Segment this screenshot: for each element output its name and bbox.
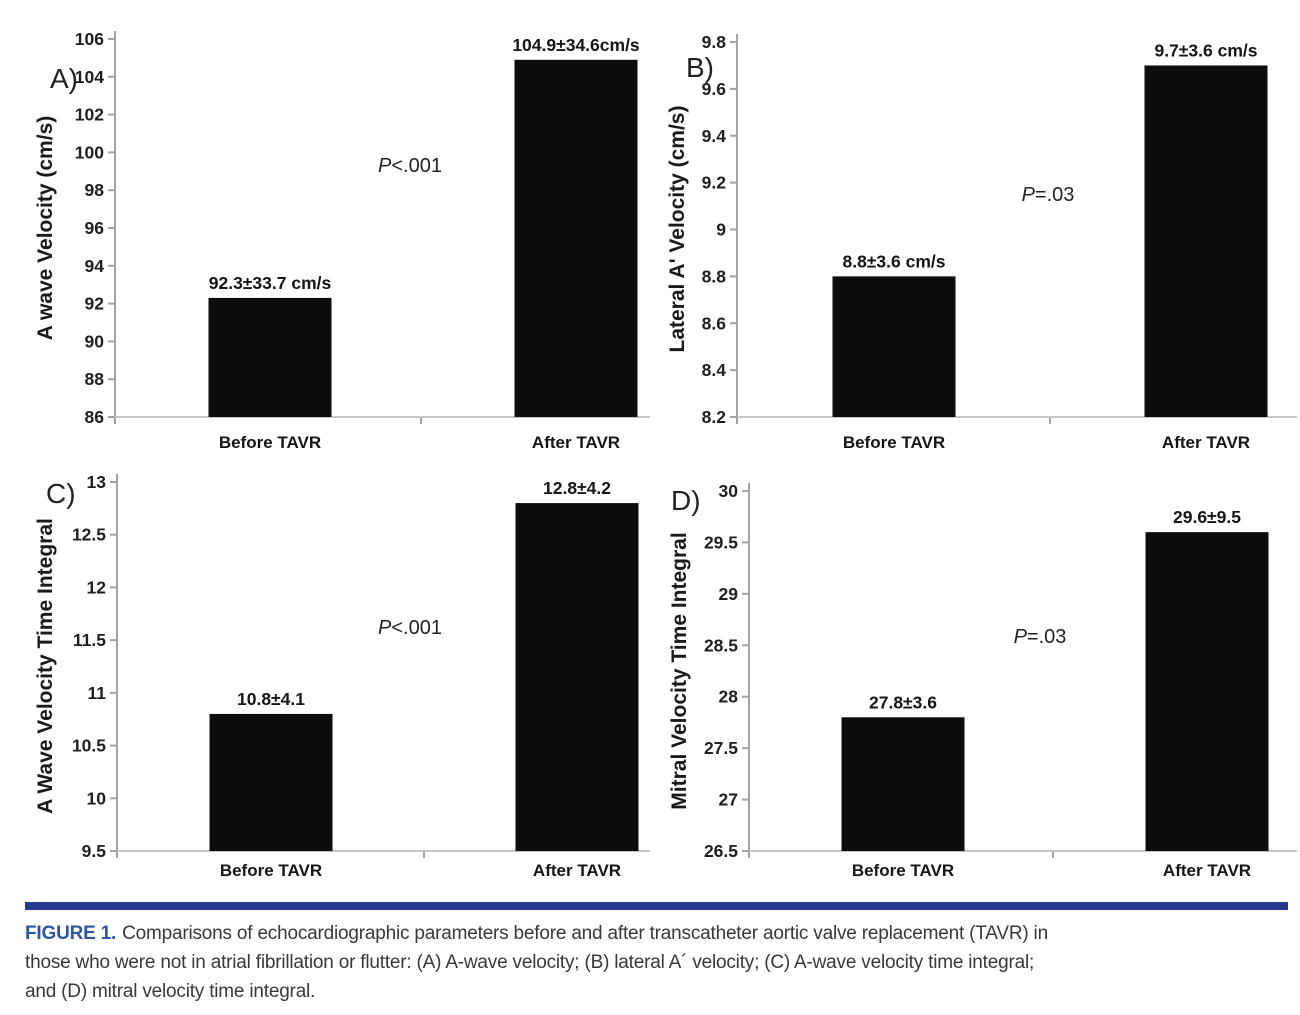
chart-panel-D: 26.5 27 27.5 28 28.5 29 29.5 30 27.8±3.6 Before T… [668,481,1297,880]
bar-before-tavr [841,717,965,851]
x-category-label: After TAVR [1162,433,1250,452]
y-tick-label: 90 [85,331,105,351]
y-tick-label: 106 [75,29,104,49]
p-value-label: P<.001 [378,617,442,639]
y-tick-label: 8.2 [702,407,727,427]
x-category-label: After TAVR [1163,861,1251,880]
bar-value-label: 9.7±3.6 cm/s [1154,40,1257,60]
figure-caption-line-1: Comparisons of echocardiographic paramet… [122,923,1048,944]
y-tick-label: 11.5 [73,630,106,650]
bar-after-tavr [1145,532,1269,851]
panel-letter: D) [671,485,701,516]
figure-charts-svg: 86 88 90 92 94 96 98 100 102 104 106 92.3±33.7 cm/s… [34,29,1297,880]
p-value-label: P<.001 [378,155,442,177]
y-tick-label: 88 [85,369,105,389]
figure-caption-label: FIGURE 1. [25,923,117,944]
y-tick-label: 8.4 [702,360,727,380]
y-tick-label: 9.6 [702,79,727,99]
y-tick-label: 27.5 [704,738,738,758]
figure-caption-line-2: those who were not in atrial fibrillatio… [25,952,1035,973]
y-tick-label: 8.6 [702,313,727,333]
y-axis-title: A Wave Velocity Time Integral [34,518,57,814]
y-tick-label: 100 [75,142,104,162]
y-axis-title: Mitral Velocity Time Integral [668,532,691,809]
bar-before-tavr [208,297,332,417]
y-tick-label: 98 [85,180,105,200]
x-category-label: After TAVR [532,433,620,452]
y-tick-label: 9.4 [702,126,727,146]
chart-panel-B: 8.2 8.4 8.6 8.8 9 9.2 9.4 9.6 9.8 8.8±3.6 cm/s Bef… [666,32,1297,452]
x-category-label: Before TAVR [219,433,321,452]
y-tick-label: 86 [85,407,105,427]
y-tick-label: 10 [87,788,107,808]
y-tick-label: 96 [85,218,105,238]
x-category-label: Before TAVR [220,861,322,880]
y-tick-label: 29 [719,584,739,604]
bar-value-label: 10.8±4.1 [237,689,305,709]
bar-value-label: 8.8±3.6 cm/s [842,251,945,271]
bar-value-label: 104.9±34.6cm/s [512,35,640,55]
bar-before-tavr [832,276,956,417]
y-tick-label: 102 [75,105,104,125]
bar-value-label: 92.3±33.7 cm/s [209,273,332,293]
x-category-label: Before TAVR [843,433,945,452]
y-tick-label: 9.2 [702,173,727,193]
y-tick-label: 9 [716,220,726,240]
y-tick-label: 30 [719,481,739,501]
y-tick-label: 12.5 [72,525,106,545]
y-tick-label: 10.5 [72,736,106,756]
bar-after-tavr [515,503,639,851]
y-tick-label: 104 [75,67,104,87]
y-tick-label: 9.8 [702,32,727,52]
figure-caption: FIGURE 1. Comparisons of echocardiographi… [25,919,1295,1006]
y-axis-title: Lateral A' Velocity (cm/s) [666,106,689,353]
bar-after-tavr [1144,65,1268,417]
y-tick-label: 29.5 [704,532,738,552]
y-tick-label: 94 [85,256,105,276]
y-tick-label: 13 [87,472,107,492]
y-tick-label: 28 [719,687,739,707]
y-tick-label: 11 [88,683,107,703]
panel-letter: B) [686,52,714,83]
y-tick-label: 26.5 [704,841,738,861]
chart-panel-A: 86 88 90 92 94 96 98 100 102 104 106 92.3±33.7 cm/s… [34,29,650,452]
y-tick-label: 28.5 [704,635,738,655]
y-axis-title: A wave Velocity (cm/s) [34,116,57,341]
p-value-label: P=.03 [1014,626,1067,648]
x-category-label: After TAVR [533,861,621,880]
figure-divider-rule [25,902,1288,910]
chart-panel-C: 9.5 10 10.5 11 11.5 12 12.5 13 10.8±4.1 Before TA… [34,472,650,880]
p-value-label: P=.03 [1022,184,1075,206]
y-tick-label: 12 [87,577,107,597]
panel-letter: C) [46,478,76,509]
bar-before-tavr [209,713,333,851]
y-tick-label: 92 [85,294,105,314]
x-category-label: Before TAVR [852,861,954,880]
bar-value-label: 29.6±9.5 [1173,507,1241,527]
bar-value-label: 27.8±3.6 [869,692,937,712]
y-tick-label: 8.8 [702,266,727,286]
y-tick-label: 27 [719,790,738,810]
figure-caption-line-3: and (D) mitral velocity time integral. [25,981,316,1002]
bar-value-label: 12.8±4.2 [543,478,611,498]
bar-after-tavr [514,59,638,417]
y-tick-label: 9.5 [82,841,107,861]
panel-letter: A) [50,63,78,94]
